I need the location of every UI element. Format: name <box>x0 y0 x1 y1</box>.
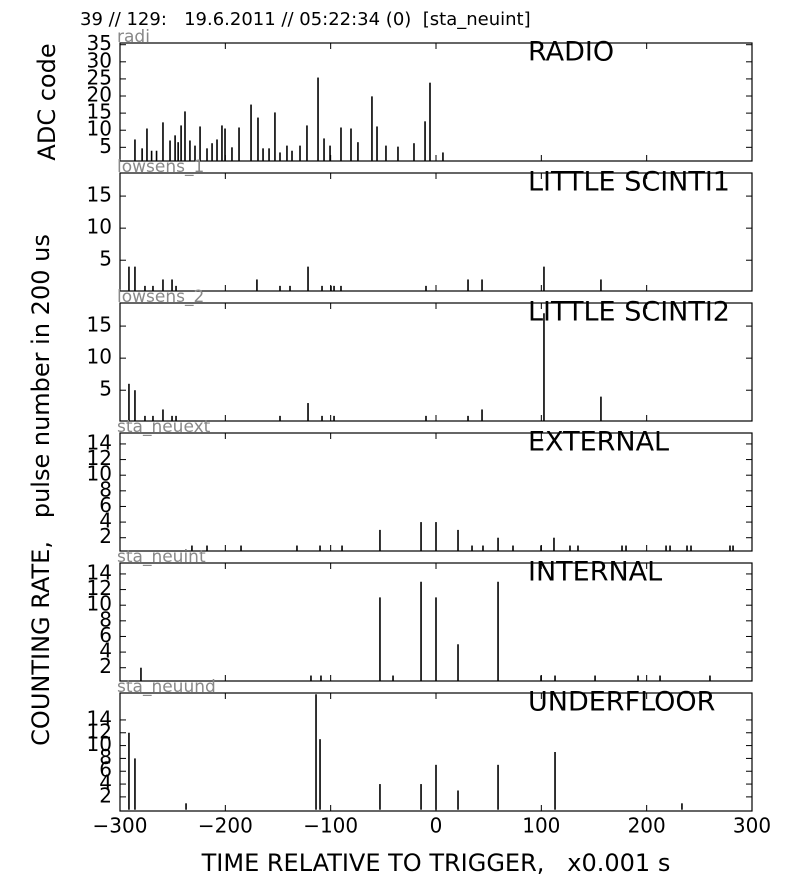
y-tick-label: 6 <box>99 623 112 647</box>
panel-title: RADIO <box>528 37 614 68</box>
y-tick-label: 15 <box>87 100 112 124</box>
x-tick-label: 200 <box>628 814 666 838</box>
y-tick-label: 14 <box>87 560 112 584</box>
y-tick-label: 35 <box>87 31 112 55</box>
y-tick-label: 12 <box>87 576 112 600</box>
y-tick-label: 2 <box>99 783 112 807</box>
y-tick-label: 8 <box>99 745 112 769</box>
y-tick-label: 8 <box>99 607 112 631</box>
y-tick-label: 6 <box>99 758 112 782</box>
x-tick-label: 300 <box>733 814 771 838</box>
y-tick-label: 2 <box>99 654 112 678</box>
y-tick-label: 25 <box>87 65 112 89</box>
x-tick-label: −300 <box>93 814 148 838</box>
panel-name: lowsens_1 <box>117 157 204 177</box>
y-tick-label: 4 <box>99 639 112 663</box>
panel-title: INTERNAL <box>528 557 662 588</box>
panel-name: lowsens_2 <box>117 287 204 307</box>
y-tick-label: 10 <box>87 732 112 756</box>
y-tick-label: 15 <box>87 313 112 337</box>
y-tick-label: 15 <box>87 183 112 207</box>
panel-title: UNDERFLOOR <box>528 687 715 718</box>
panel-y-label: ADC code <box>33 43 61 160</box>
y-tick-label: 14 <box>87 430 112 454</box>
y-tick-label: 20 <box>87 83 112 107</box>
y-axis-label: COUNTING RATE, pulse number in 200 us <box>27 234 55 746</box>
panel-name: sta_neuund <box>117 677 216 697</box>
panel-name: radi <box>117 27 150 47</box>
y-tick-label: 5 <box>99 377 112 401</box>
panel-name: sta_neuext <box>117 417 211 437</box>
y-tick-label: 2 <box>99 524 112 548</box>
x-tick-label: 0 <box>430 814 443 838</box>
y-tick-label: 10 <box>87 215 112 239</box>
x-tick-label: 100 <box>522 814 560 838</box>
y-tick-label: 10 <box>87 345 112 369</box>
y-tick-label: 10 <box>87 117 112 141</box>
chart-title: 39 // 129: 19.6.2011 // 05:22:34 (0) [st… <box>80 9 531 30</box>
panel-name: sta_neuint <box>117 547 206 567</box>
y-tick-label: 4 <box>99 509 112 533</box>
y-tick-label: 10 <box>87 592 112 616</box>
panel-title: EXTERNAL <box>528 427 669 458</box>
x-tick-label: −100 <box>303 814 358 838</box>
panel-frame <box>119 42 753 162</box>
y-tick-label: 12 <box>87 446 112 470</box>
y-tick-label: 14 <box>87 706 112 730</box>
y-tick-label: 4 <box>99 771 112 795</box>
y-tick-label: 8 <box>99 477 112 501</box>
y-tick-label: 6 <box>99 493 112 517</box>
panel-title: LITTLE SCINTI1 <box>528 167 730 198</box>
y-tick-label: 5 <box>99 247 112 271</box>
y-tick-label: 12 <box>87 719 112 743</box>
x-axis-label: TIME RELATIVE TO TRIGGER, x0.001 s <box>201 849 671 877</box>
y-tick-label: 10 <box>87 462 112 486</box>
x-tick-label: −200 <box>198 814 253 838</box>
y-tick-label: 5 <box>99 134 112 158</box>
panel-title: LITTLE SCINTI2 <box>528 297 730 328</box>
y-tick-label: 30 <box>87 48 112 72</box>
